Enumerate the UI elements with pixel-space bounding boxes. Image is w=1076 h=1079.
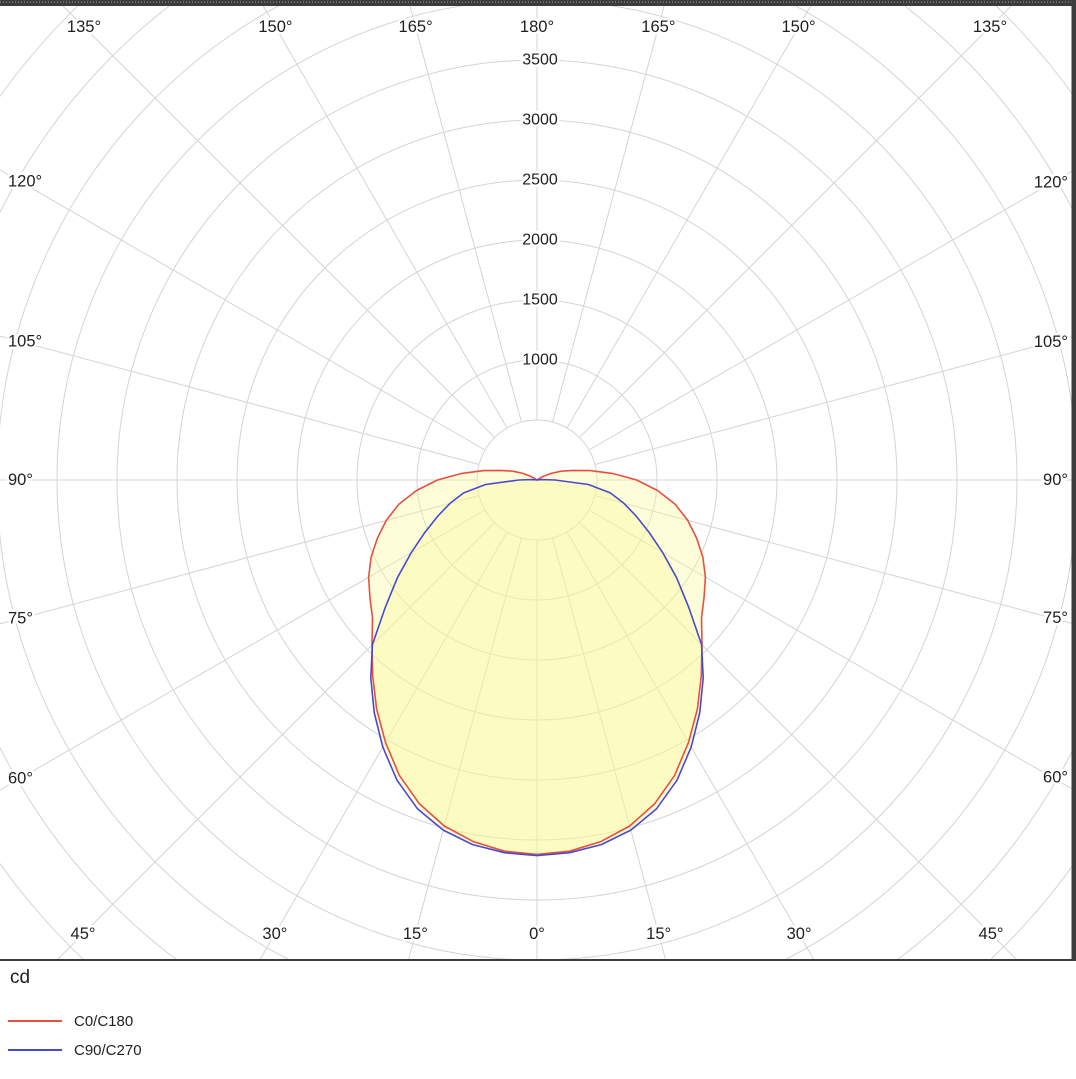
svg-text:15°: 15° xyxy=(646,925,671,943)
bottom-border xyxy=(0,959,1076,961)
svg-text:0°: 0° xyxy=(529,925,545,943)
svg-text:60°: 60° xyxy=(1043,768,1068,786)
legend-item-c0-c180: C0/C180 xyxy=(8,1011,142,1031)
polar-grid xyxy=(0,6,1076,959)
svg-text:3000: 3000 xyxy=(522,112,558,129)
legend-label: C0/C180 xyxy=(74,1012,134,1030)
svg-text:30°: 30° xyxy=(262,925,287,943)
legend-item-c90-c270: C90/C270 xyxy=(8,1040,142,1060)
svg-text:135°: 135° xyxy=(67,18,101,36)
radial-tick-labels: 1000 1500 2000 2500 3000 3500 xyxy=(520,49,561,371)
right-border xyxy=(1071,0,1076,961)
svg-text:75°: 75° xyxy=(1043,609,1068,627)
svg-text:150°: 150° xyxy=(781,18,815,36)
svg-text:120°: 120° xyxy=(1034,174,1068,192)
angle-labels: 0° 15° 15° 30° 30° 45° 45° 60° 60° 75° 75° 90° 90° 10… xyxy=(6,16,1071,946)
top-border-bar xyxy=(0,0,1076,6)
svg-text:165°: 165° xyxy=(641,18,675,36)
svg-text:90°: 90° xyxy=(8,471,33,489)
legend: C0/C180 C90/C270 xyxy=(8,1011,142,1069)
svg-text:45°: 45° xyxy=(979,925,1004,943)
svg-text:15°: 15° xyxy=(403,925,428,943)
svg-text:150°: 150° xyxy=(258,18,292,36)
svg-text:75°: 75° xyxy=(8,610,33,628)
svg-text:2000: 2000 xyxy=(522,232,558,249)
svg-text:3500: 3500 xyxy=(522,52,558,69)
svg-text:1500: 1500 xyxy=(522,292,558,309)
chart-frame xyxy=(0,0,1076,961)
legend-label: C90/C270 xyxy=(74,1041,142,1059)
legend-swatch-blue-line-icon xyxy=(8,1049,62,1051)
series-fills xyxy=(368,470,706,856)
svg-text:1000: 1000 xyxy=(522,352,558,369)
series-curve-c0-c180 xyxy=(367,469,707,856)
svg-text:45°: 45° xyxy=(71,925,96,943)
svg-text:2500: 2500 xyxy=(522,172,558,189)
svg-text:105°: 105° xyxy=(8,332,42,350)
svg-text:165°: 165° xyxy=(399,18,433,36)
radial-unit-label: cd xyxy=(10,967,31,988)
svg-text:90°: 90° xyxy=(1043,471,1068,489)
grid-spokes xyxy=(0,6,1076,959)
svg-text:60°: 60° xyxy=(8,769,33,787)
series-curve-c90-c270 xyxy=(370,478,704,857)
svg-text:180°: 180° xyxy=(520,18,554,36)
chart-footer: cd C0/C180 C90/C270 xyxy=(0,961,1076,1079)
svg-text:135°: 135° xyxy=(973,18,1007,36)
svg-text:105°: 105° xyxy=(1034,333,1068,351)
polar-chart-canvas: 1000 1500 2000 2500 3000 3500 0° 15° 15° 30° 30° 45… xyxy=(0,0,1076,961)
svg-text:30°: 30° xyxy=(787,925,812,943)
svg-text:120°: 120° xyxy=(8,173,42,191)
legend-swatch-red-line-icon xyxy=(8,1020,62,1022)
